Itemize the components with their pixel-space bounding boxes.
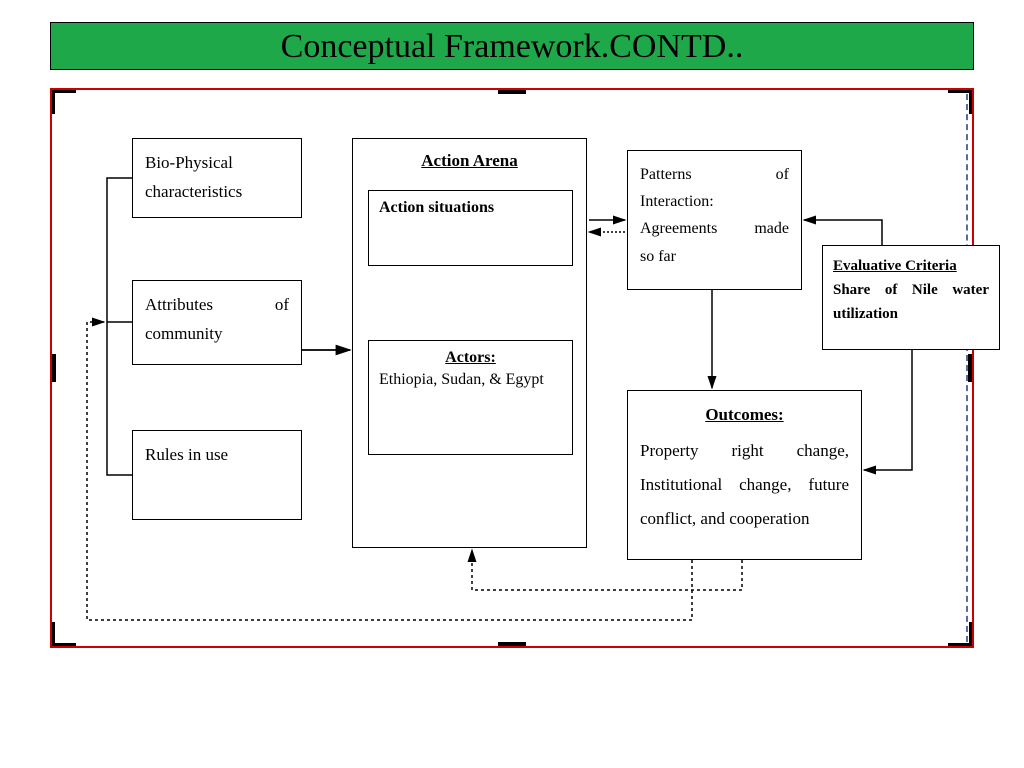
node-body: utilization (833, 302, 989, 326)
node-outcomes: Outcomes: Property right change, Institu… (627, 390, 862, 560)
node-label: Agreements made (640, 215, 789, 242)
node-body: Share of Nile water (833, 278, 989, 302)
node-actors: Actors: Ethiopia, Sudan, & Egypt (368, 340, 573, 455)
node-attributes: Attributes of community (132, 280, 302, 365)
node-biophysical: Bio-Physical characteristics (132, 138, 302, 218)
corner-marker (52, 90, 76, 114)
node-label: Rules in use (145, 445, 228, 464)
edge-marker (498, 90, 526, 94)
edge-marker (498, 642, 526, 646)
corner-marker (52, 622, 76, 646)
page-title: Conceptual Framework.CONTD.. (50, 22, 974, 70)
node-label: community (145, 320, 289, 349)
node-body: Property right change, Institutional cha… (640, 434, 849, 536)
node-heading: Evaluative Criteria (833, 254, 989, 278)
node-label: Attributes of (145, 291, 289, 320)
dashed-selection (966, 94, 968, 642)
node-heading: Action Arena (365, 147, 574, 176)
node-action-situations: Action situations (368, 190, 573, 266)
node-label: so far (640, 243, 789, 270)
node-heading: Actors: (379, 349, 562, 367)
edge-marker (52, 354, 56, 382)
diagram-frame: Bio-Physical characteristics Attributes … (50, 88, 974, 648)
node-patterns: Patterns of Interaction: Agreements made… (627, 150, 802, 290)
corner-marker (948, 90, 972, 114)
node-criteria: Evaluative Criteria Share of Nile water … (822, 245, 1000, 350)
edge-marker (968, 354, 972, 382)
node-label: Action situations (379, 199, 494, 216)
node-label: Bio-Physical characteristics (145, 153, 242, 201)
corner-marker (948, 622, 972, 646)
node-rules: Rules in use (132, 430, 302, 520)
node-label: Patterns of (640, 161, 789, 188)
node-body: Ethiopia, Sudan, & Egypt (379, 371, 562, 389)
node-label: Interaction: (640, 188, 789, 215)
node-heading: Outcomes: (640, 401, 849, 430)
